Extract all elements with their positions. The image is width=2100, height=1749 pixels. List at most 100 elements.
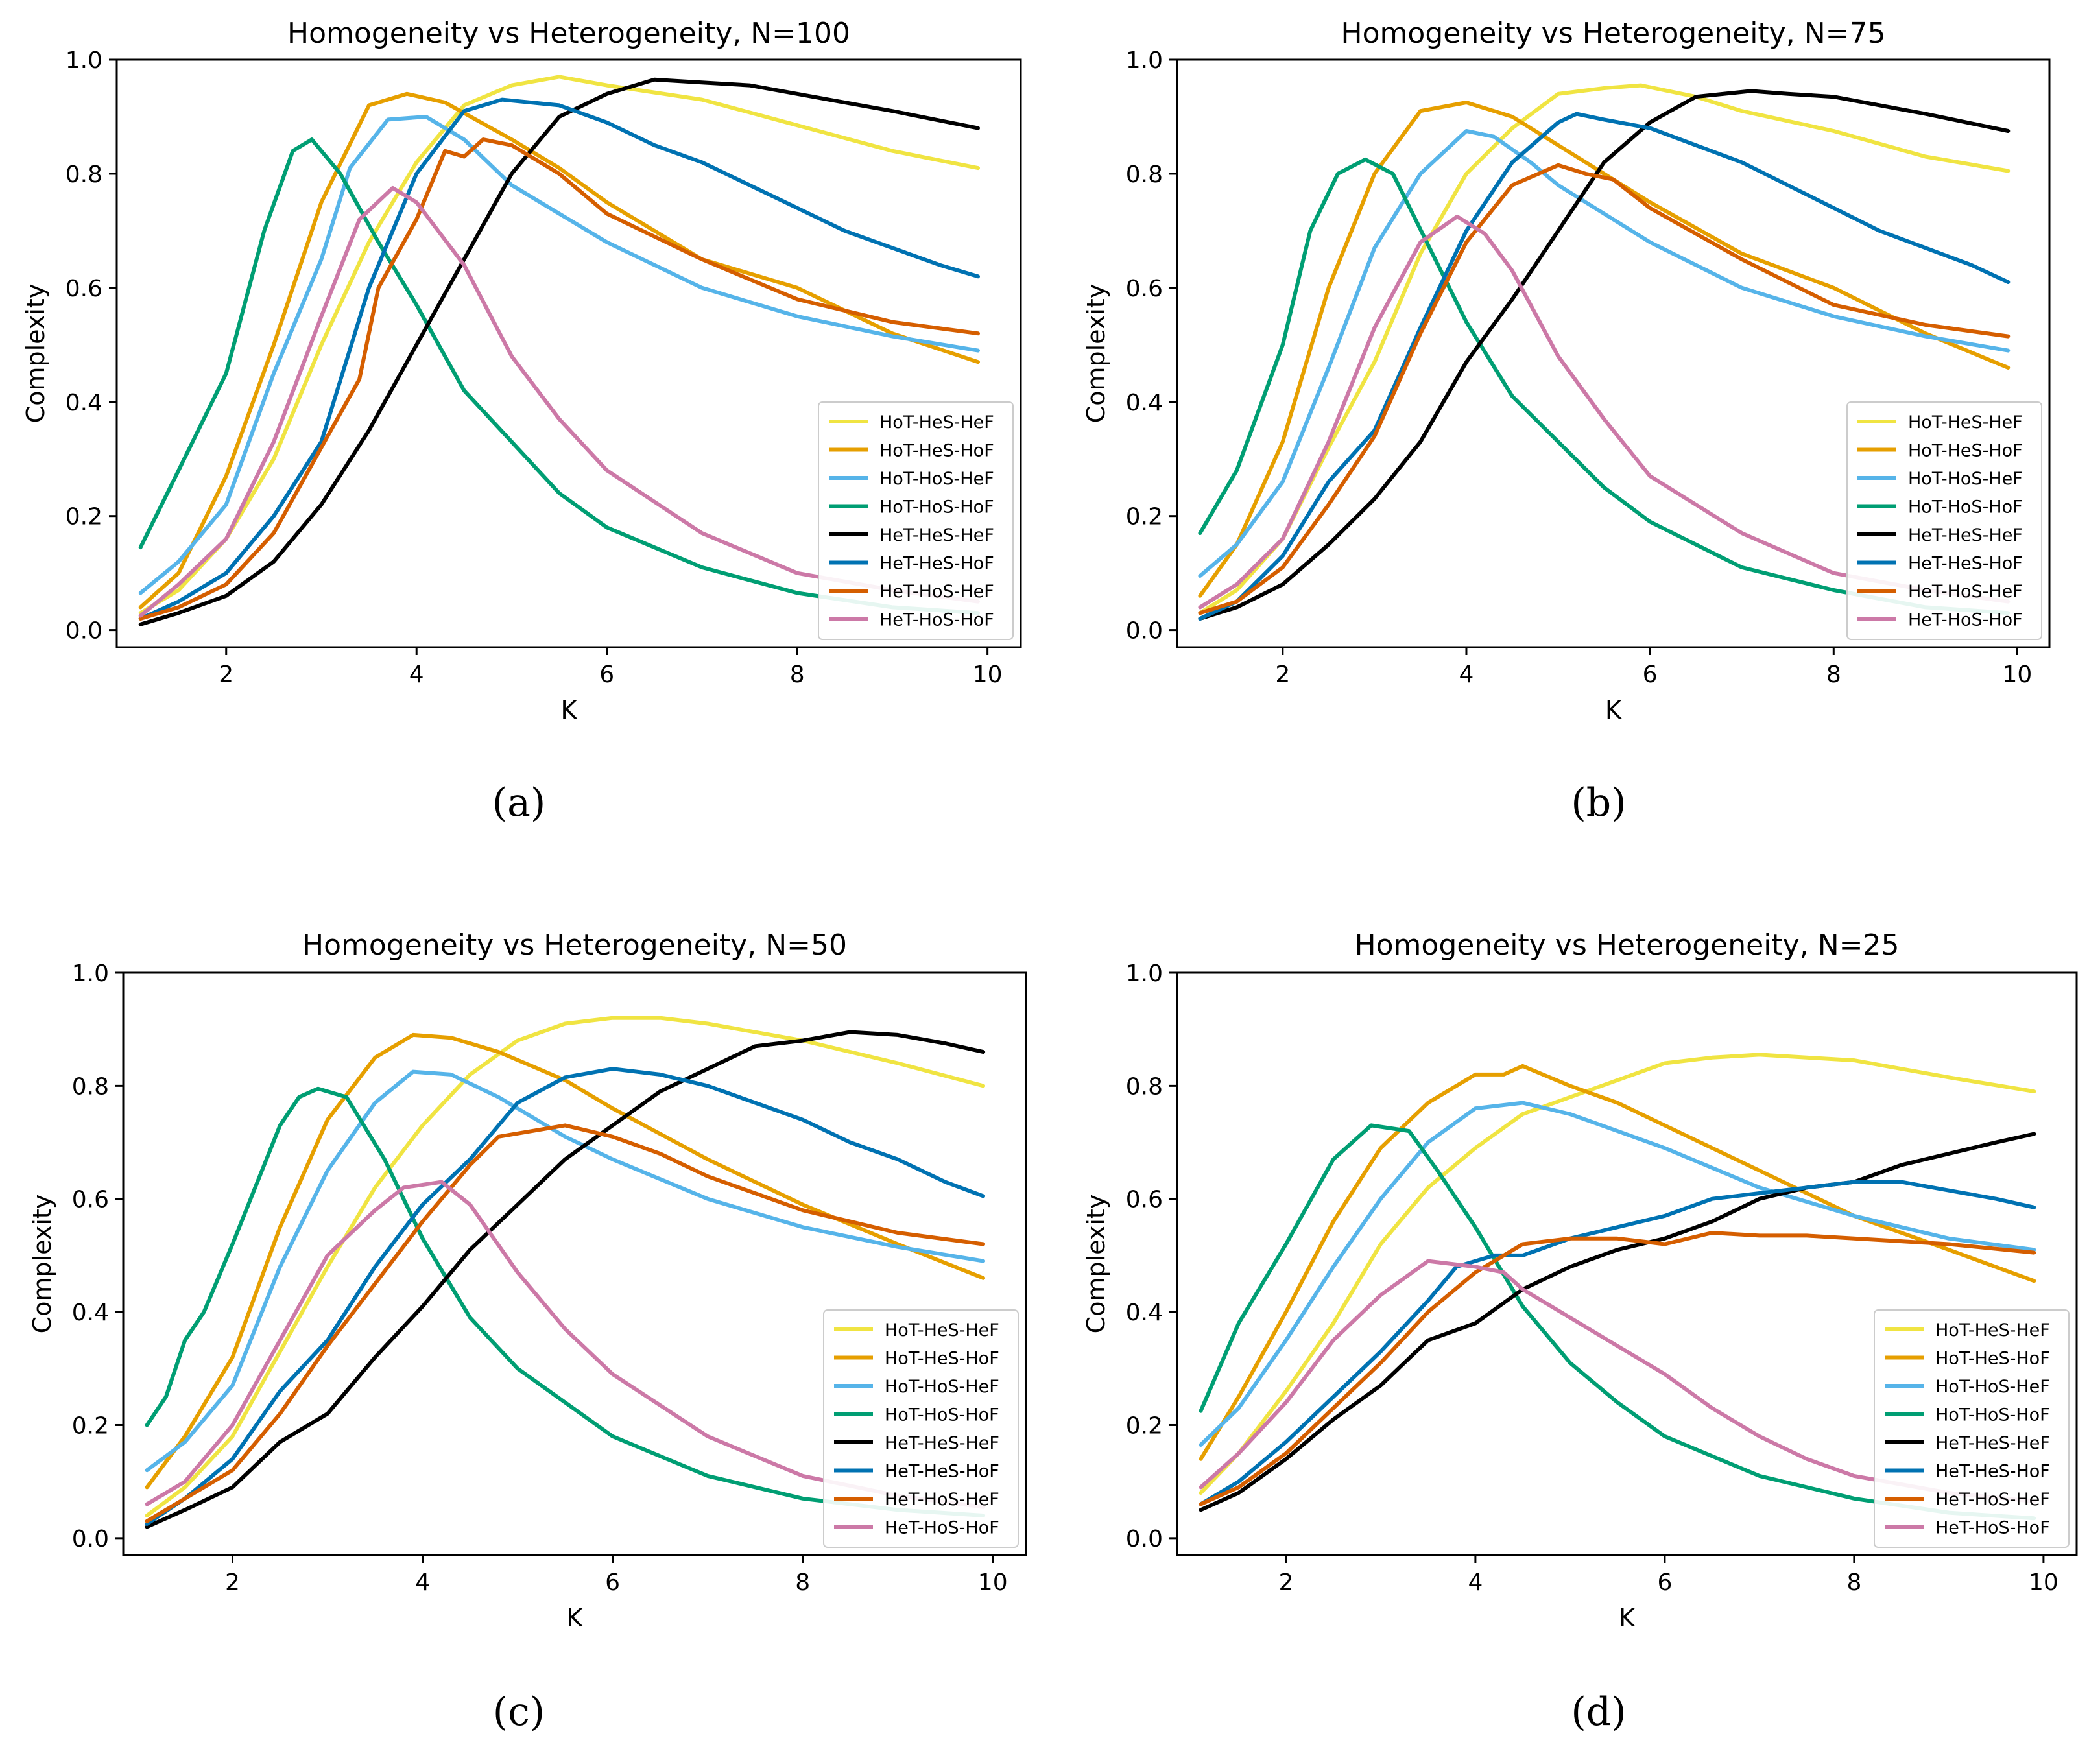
series-line-hot-hos-hof	[138, 137, 980, 615]
series-line-het-hes-hof	[1198, 112, 2011, 621]
y-tick-label: 0.6	[1126, 1187, 1163, 1213]
y-tick-label: 0.2	[66, 504, 102, 530]
series-line-het-hos-hof	[145, 1180, 986, 1509]
series-line-het-hes-hof	[1199, 1180, 2036, 1506]
legend-label: HeT-HeS-HeF	[1935, 1433, 2050, 1453]
legend-label: HoT-HeS-HeF	[879, 412, 994, 433]
x-axis-label: K	[567, 1604, 584, 1632]
y-axis-label: Complexity	[1082, 1195, 1110, 1334]
series-line-hot-hes-hef	[145, 1016, 986, 1517]
series-line-het-hes-hof	[138, 97, 980, 621]
legend-label: HeT-HoS-HeF	[879, 582, 994, 602]
x-tick-label: 4	[1459, 661, 1474, 688]
legend-label: HeT-HoS-HeF	[885, 1490, 999, 1510]
legend-label: HoT-HoS-HoF	[1935, 1405, 2050, 1425]
x-tick-label: 4	[1468, 1569, 1483, 1596]
legend-label: HoT-HoS-HeF	[1935, 1377, 2050, 1397]
x-tick-label: 8	[795, 1569, 810, 1596]
legend-label: HoT-HoS-HoF	[1908, 497, 2023, 518]
y-tick-label: 1.0	[1126, 47, 1163, 74]
y-tick-label: 0.8	[1126, 161, 1163, 188]
chart-title: Homogeneity vs Heterogeneity, N=75	[1341, 17, 1886, 50]
legend-box	[1874, 1309, 2070, 1548]
panel-4: Homogeneity vs Heterogeneity, N=25 2 4 6 8 10…	[1082, 929, 2078, 1735]
legend-label: HeT-HoS-HoF	[879, 610, 994, 630]
x-tick-label: 6	[605, 1569, 620, 1596]
series-line-hot-hos-hof	[1199, 1123, 2036, 1521]
x-axis-label: K	[561, 696, 578, 724]
x-tick-label: 8	[1846, 1569, 1861, 1596]
panel-3: Homogeneity vs Heterogeneity, N=50 2 4 6 8 10…	[28, 929, 1027, 1735]
legend-label: HeT-HeS-HoF	[1908, 554, 2023, 574]
x-tick-label: 10	[973, 661, 1003, 688]
y-tick-label: 0.4	[66, 390, 102, 416]
x-tick-label: 10	[978, 1569, 1008, 1596]
legend-box	[1846, 401, 2042, 640]
y-tick-label: 0.6	[72, 1187, 109, 1213]
legend-label: HoT-HoS-HeF	[879, 469, 994, 489]
series-line-hot-hes-hof	[1199, 1064, 2036, 1461]
legend-box	[823, 1309, 1019, 1548]
y-tick-label: 1.0	[66, 47, 102, 74]
y-tick-label: 0.4	[1126, 390, 1163, 416]
legend-label: HoT-HeS-HoF	[1908, 441, 2023, 461]
series-line-hot-hos-hof	[1198, 157, 2011, 615]
x-axis-label: K	[1619, 1604, 1636, 1632]
legend-label: HoT-HeS-HeF	[1935, 1320, 2050, 1340]
y-axis-label: Complexity	[21, 284, 50, 423]
series-line-hot-hes-hef	[1199, 1053, 2036, 1495]
legend-label: HoT-HeS-HeF	[1908, 412, 2023, 433]
x-tick-label: 4	[415, 1569, 430, 1596]
series-line-het-hes-hef	[1198, 89, 2011, 621]
series-line-het-hos-hef	[138, 137, 980, 621]
y-tick-label: 0.4	[1126, 1300, 1163, 1326]
plot-frame	[115, 58, 1022, 648]
legend: HoT-HeS-HeF HoT-HeS-HoF HoT-HoS-HeF HoT-HoS…	[1846, 401, 2042, 640]
legend-label: HoT-HoS-HeF	[885, 1377, 999, 1397]
y-tick-label: 0.0	[1126, 618, 1163, 645]
legend-label: HeT-HeS-HoF	[879, 554, 994, 574]
y-tick-label: 0.2	[1126, 504, 1163, 530]
legend: HoT-HeS-HeF HoT-HeS-HoF HoT-HoS-HeF HoT-HoS…	[1874, 1309, 2070, 1548]
series-line-het-hos-hef	[1198, 163, 2011, 615]
series-line-het-hes-hef	[1199, 1132, 2036, 1512]
series-line-hot-hos-hef	[1198, 129, 2011, 578]
x-axis-label: K	[1605, 696, 1622, 724]
legend-label: HeT-HoS-HeF	[1935, 1490, 2050, 1510]
legend-label: HeT-HeS-HoF	[1935, 1462, 2050, 1482]
x-tick-label: 6	[1643, 661, 1658, 688]
plot-frame	[122, 971, 1027, 1556]
series-line-het-hos-hof	[1198, 214, 2011, 610]
plot-frame	[1176, 58, 2051, 648]
legend-label: HeT-HeS-HeF	[1908, 525, 2023, 545]
legend-label: HeT-HeS-HoF	[885, 1462, 999, 1482]
y-tick-label: 0.0	[1126, 1526, 1163, 1553]
legend-box	[818, 401, 1014, 640]
legend-label: HoT-HeS-HeF	[885, 1320, 999, 1340]
x-tick-label: 2	[1275, 661, 1290, 688]
subfigure-label: (b)	[1571, 780, 1626, 826]
y-tick-label: 1.0	[1126, 960, 1163, 987]
y-tick-label: 0.0	[72, 1526, 109, 1553]
series-line-het-hes-hef	[138, 77, 980, 626]
legend-label: HoT-HeS-HoF	[1935, 1349, 2050, 1369]
panel-1: Homogeneity vs Heterogeneity, N=100 2 4 6 8 1…	[21, 17, 1022, 826]
x-tick-label: 6	[1657, 1569, 1672, 1596]
legend-label: HeT-HoS-HoF	[885, 1518, 999, 1538]
x-tick-label: 2	[225, 1569, 240, 1596]
chart-title: Homogeneity vs Heterogeneity, N=25	[1355, 929, 1900, 962]
subfigure-label: (a)	[492, 780, 546, 826]
series-line-het-hos-hef	[1199, 1231, 2036, 1506]
chart-title: Homogeneity vs Heterogeneity, N=50	[302, 929, 847, 962]
legend-label: HoT-HeS-HoF	[885, 1349, 999, 1369]
y-tick-label: 0.8	[72, 1073, 109, 1100]
series-line-hot-hos-hef	[145, 1069, 986, 1473]
series-line-hot-hos-hof	[145, 1086, 986, 1517]
x-tick-label: 8	[1826, 661, 1841, 688]
legend-label: HoT-HoS-HoF	[879, 497, 994, 518]
subfigure-label: (d)	[1571, 1689, 1626, 1735]
legend-label: HoT-HeS-HoF	[879, 441, 994, 461]
y-tick-label: 0.0	[66, 618, 102, 645]
series-line-het-hos-hof	[1199, 1259, 2036, 1504]
x-tick-label: 4	[409, 661, 424, 688]
